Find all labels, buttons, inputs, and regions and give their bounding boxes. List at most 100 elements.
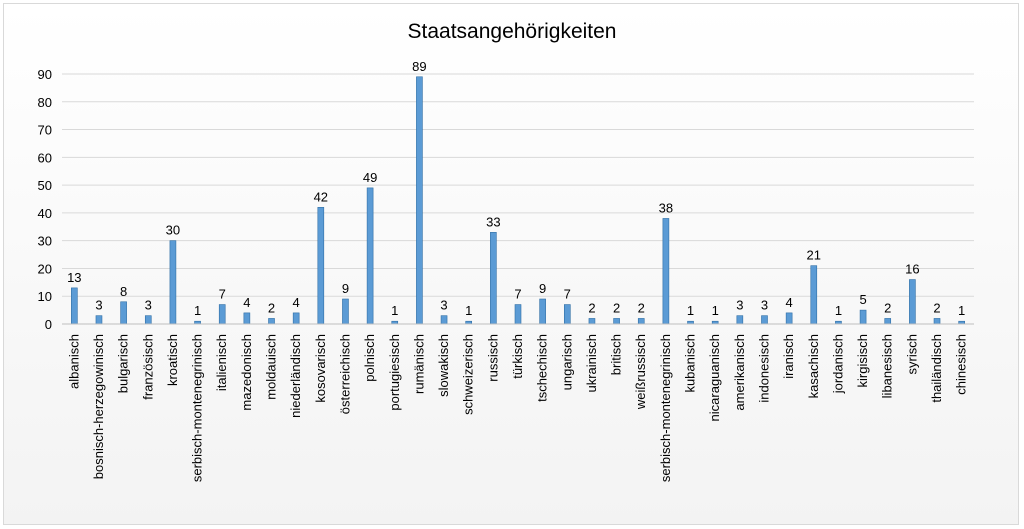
- y-tick-label: 20: [38, 261, 52, 276]
- x-tick-label: italienisch: [214, 334, 229, 391]
- bar: [120, 301, 127, 325]
- y-tick-label: 80: [38, 95, 52, 110]
- data-label: 3: [440, 298, 447, 313]
- data-label: 33: [486, 214, 500, 229]
- x-tick-label: syrisch: [904, 334, 919, 374]
- x-tick-label: türkisch: [510, 334, 525, 379]
- x-tick-label: rumänisch: [411, 334, 426, 394]
- data-label: 3: [145, 298, 152, 313]
- x-tick-label: ungarisch: [559, 334, 574, 390]
- x-tick-label: bulgarisch: [116, 334, 131, 393]
- bar: [933, 318, 941, 325]
- bar: [218, 304, 226, 325]
- x-tick-label: kosovarisch: [313, 334, 328, 403]
- x-tick-label: britisch: [609, 334, 624, 375]
- x-tick-label: indonesisch: [756, 334, 771, 403]
- y-tick-label: 50: [38, 178, 52, 193]
- bar: [95, 315, 103, 325]
- bar: [317, 207, 325, 325]
- bar: [243, 312, 251, 325]
- x-axis-ticks: albanisch bosnisch-herzegowinisch bulgaris…: [66, 334, 968, 482]
- data-label: 5: [859, 292, 866, 307]
- x-tick-label: kroatisch: [165, 334, 180, 386]
- data-label: 2: [638, 300, 645, 315]
- data-label: 1: [712, 303, 719, 318]
- data-label: 3: [95, 298, 102, 313]
- x-tick-label: libanesisch: [880, 334, 895, 398]
- data-label: 2: [588, 300, 595, 315]
- data-label: 3: [761, 298, 768, 313]
- data-label: 2: [884, 300, 891, 315]
- data-label: 38: [659, 200, 673, 215]
- data-label: 1: [465, 303, 472, 318]
- bar: [514, 304, 522, 325]
- x-tick-label: niederländisch: [288, 334, 303, 418]
- x-tick-label: chinesisch: [954, 334, 969, 395]
- data-label: 21: [807, 248, 821, 263]
- bar: [71, 287, 78, 325]
- x-tick-label: moldauisch: [264, 334, 279, 400]
- x-tick-label: bosnisch-herzegowinisch: [91, 334, 106, 479]
- bar: [539, 298, 546, 325]
- data-label: 89: [412, 59, 426, 74]
- x-tick-label: serbisch-montenegrinisch: [658, 334, 673, 482]
- data-label: 1: [391, 303, 398, 318]
- gridlines: [62, 73, 974, 297]
- data-label: 7: [564, 287, 571, 302]
- x-tick-label: weißrussisch: [633, 334, 648, 410]
- data-label: 8: [120, 284, 127, 299]
- data-label: 1: [687, 303, 694, 318]
- data-label: 9: [539, 281, 546, 296]
- x-tick-label: amerikanisch: [732, 334, 747, 411]
- data-label: 1: [194, 303, 201, 318]
- bar: [268, 318, 275, 325]
- x-tick-label: polnisch: [362, 334, 377, 382]
- bar: [662, 218, 670, 325]
- x-tick-label: iranisch: [781, 334, 796, 379]
- bar: [440, 315, 448, 325]
- data-label: 3: [736, 298, 743, 313]
- y-tick-label: 0: [45, 317, 52, 332]
- bar: [416, 76, 423, 325]
- y-tick-label: 40: [38, 206, 52, 221]
- x-tick-label: kasachisch: [806, 334, 821, 398]
- x-tick-label: tschechisch: [535, 334, 550, 402]
- bar: [613, 318, 620, 325]
- x-tick-label: thailändisch: [929, 334, 944, 403]
- data-label: 42: [314, 189, 328, 204]
- data-label: 1: [835, 303, 842, 318]
- bar: [810, 265, 818, 325]
- bar: [342, 298, 349, 325]
- data-label: 1: [958, 303, 965, 318]
- data-label: 49: [363, 170, 377, 185]
- data-label: 13: [67, 270, 81, 285]
- x-tick-label: jordanisch: [830, 334, 845, 394]
- bar: [588, 318, 596, 325]
- x-tick-label: schweizerisch: [461, 334, 476, 415]
- y-tick-label: 30: [38, 234, 52, 249]
- data-label: 4: [786, 295, 793, 310]
- bar: [144, 315, 152, 325]
- bar: [637, 318, 645, 325]
- x-tick-label: serbisch-montenegrinisch: [190, 334, 205, 482]
- x-tick-label: slowakisch: [436, 334, 451, 397]
- data-label: 9: [342, 281, 349, 296]
- x-tick-label: nicaraguanisch: [707, 334, 722, 421]
- x-tick-label: französisch: [140, 334, 155, 400]
- bar: [884, 318, 892, 325]
- x-tick-label: mazedonisch: [239, 334, 254, 411]
- x-tick-label: russisch: [485, 334, 500, 382]
- bar: [736, 315, 744, 325]
- data-label: 4: [243, 295, 250, 310]
- bar: [169, 240, 177, 325]
- data-label: 2: [268, 300, 275, 315]
- data-label: 30: [166, 223, 180, 238]
- bar: [292, 312, 300, 325]
- data-label: 2: [613, 300, 620, 315]
- y-tick-label: 90: [38, 67, 52, 82]
- data-label: 7: [219, 287, 226, 302]
- bar: [859, 309, 867, 325]
- bar: [490, 232, 497, 325]
